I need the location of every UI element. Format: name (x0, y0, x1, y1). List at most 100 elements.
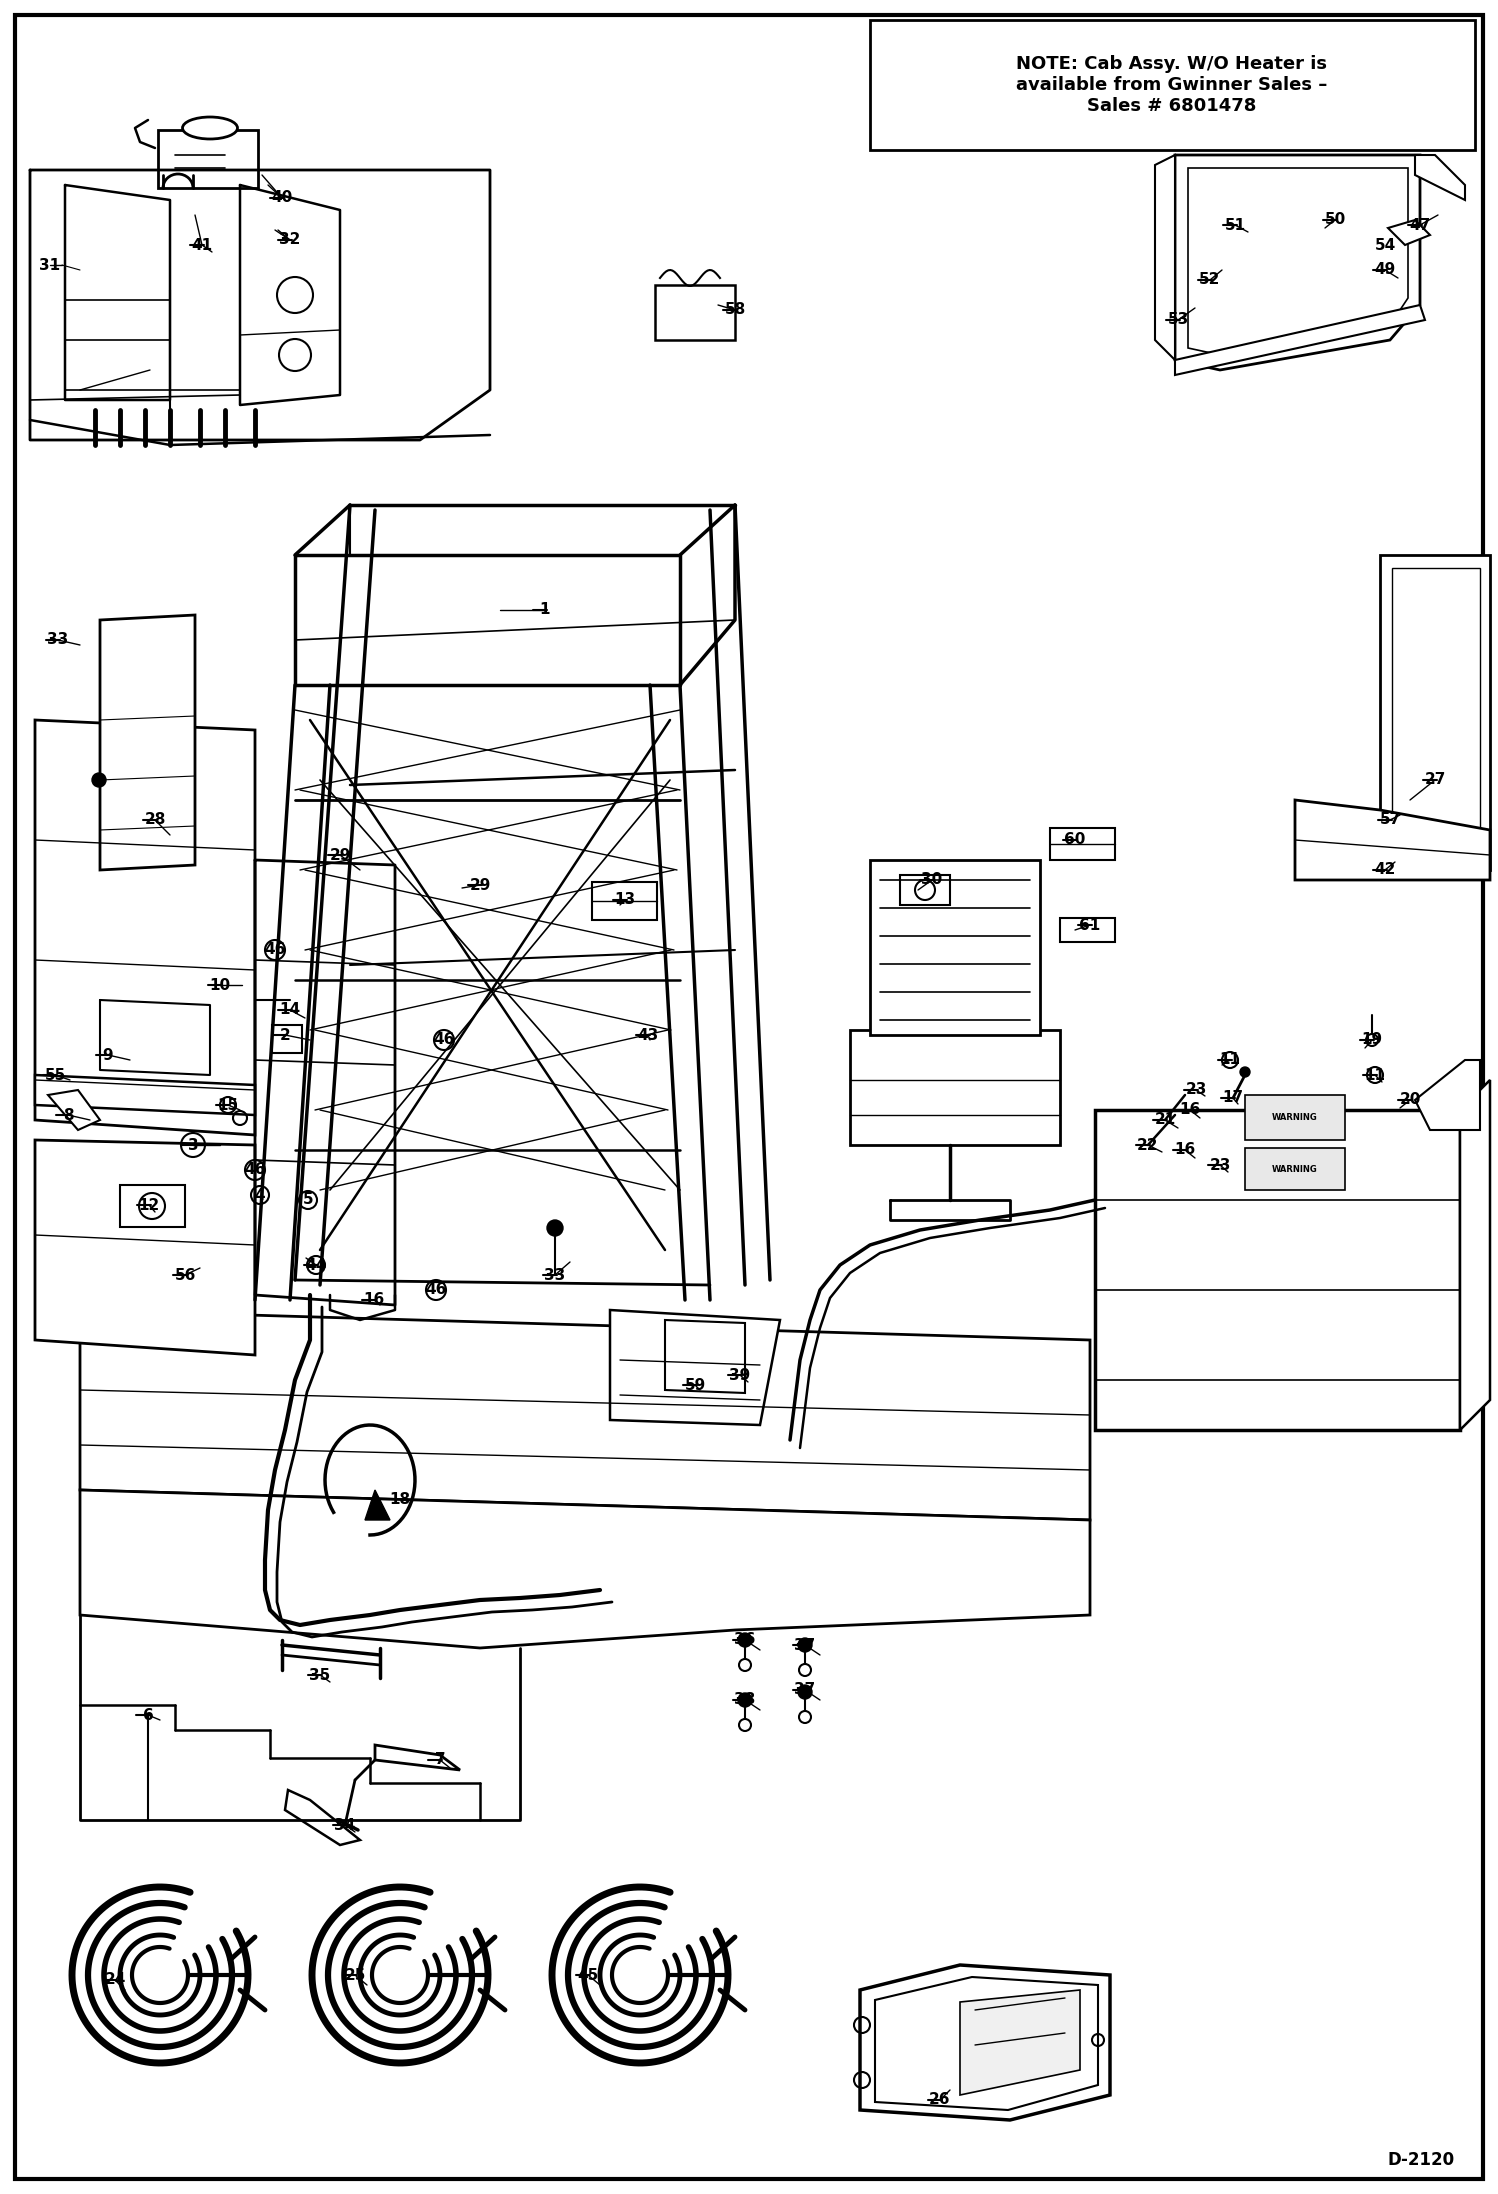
Text: 18: 18 (389, 1492, 410, 1507)
Text: 58: 58 (725, 303, 746, 318)
Bar (1392, 568, 1480, 858)
Text: 1: 1 (539, 603, 550, 617)
Circle shape (798, 1685, 812, 1698)
Text: 60: 60 (1064, 832, 1086, 847)
Circle shape (739, 1694, 752, 1707)
Polygon shape (1416, 1060, 1480, 1130)
Bar (157, 129, 258, 189)
Text: 23: 23 (1185, 1082, 1207, 1097)
Text: 36: 36 (734, 1632, 755, 1648)
Text: 25: 25 (345, 1968, 366, 1983)
Text: 14: 14 (280, 1003, 301, 1018)
Text: 9: 9 (103, 1047, 114, 1062)
Text: 34: 34 (334, 1817, 355, 1832)
Circle shape (547, 1220, 563, 1235)
Text: 17: 17 (1222, 1090, 1243, 1106)
Polygon shape (366, 1490, 389, 1520)
Bar (1050, 827, 1115, 860)
Polygon shape (100, 614, 195, 871)
Bar (273, 1025, 303, 1053)
Text: 42: 42 (1374, 862, 1396, 878)
Text: 33: 33 (48, 632, 69, 647)
Text: 21: 21 (1155, 1112, 1176, 1128)
Text: 16: 16 (364, 1292, 385, 1308)
Text: 23: 23 (1209, 1158, 1231, 1172)
Text: 11: 11 (1365, 1068, 1386, 1082)
Text: 26: 26 (929, 2093, 951, 2108)
Text: 49: 49 (1374, 263, 1396, 276)
Text: 7: 7 (434, 1753, 445, 1768)
Circle shape (1240, 1066, 1249, 1077)
Polygon shape (374, 1744, 460, 1771)
Polygon shape (1155, 156, 1174, 360)
Text: 46: 46 (433, 1033, 455, 1047)
Text: 13: 13 (614, 893, 635, 908)
Text: 40: 40 (271, 191, 292, 206)
Text: 29: 29 (469, 878, 491, 893)
Polygon shape (79, 1490, 1091, 1648)
Text: 61: 61 (1080, 917, 1101, 932)
Circle shape (739, 1632, 752, 1648)
Text: WARNING: WARNING (1272, 1165, 1318, 1174)
Polygon shape (870, 860, 1040, 1036)
Text: 43: 43 (637, 1027, 659, 1042)
Text: 55: 55 (45, 1068, 66, 1082)
Polygon shape (875, 1977, 1098, 2111)
Polygon shape (1095, 1110, 1461, 1430)
Bar (870, 20, 1476, 149)
Text: 20: 20 (1399, 1093, 1420, 1108)
Polygon shape (1389, 219, 1431, 246)
Polygon shape (860, 1966, 1110, 2119)
Text: 8: 8 (63, 1108, 73, 1123)
Polygon shape (1461, 1079, 1491, 1430)
Text: 30: 30 (921, 873, 942, 889)
Bar (1061, 917, 1115, 941)
Polygon shape (1174, 156, 1420, 371)
Polygon shape (285, 1790, 360, 1845)
Text: 19: 19 (1362, 1033, 1383, 1047)
Polygon shape (665, 1321, 745, 1393)
Text: 39: 39 (730, 1367, 750, 1382)
Text: 29: 29 (330, 847, 351, 862)
Polygon shape (1416, 156, 1465, 200)
Polygon shape (1188, 169, 1408, 355)
Text: 47: 47 (1410, 217, 1431, 233)
Text: 15: 15 (217, 1097, 238, 1112)
Polygon shape (34, 720, 255, 1134)
Bar (1245, 1095, 1345, 1141)
Text: 56: 56 (174, 1268, 196, 1283)
Text: 46: 46 (244, 1163, 265, 1178)
Text: 28: 28 (144, 812, 166, 827)
Polygon shape (1294, 801, 1491, 880)
Polygon shape (1380, 555, 1491, 871)
Polygon shape (610, 1310, 780, 1424)
Text: 57: 57 (1380, 812, 1401, 827)
Text: D-2120: D-2120 (1387, 2150, 1455, 2170)
Text: 45: 45 (577, 1968, 599, 1983)
Bar (592, 882, 658, 919)
Text: 53: 53 (1167, 312, 1188, 327)
Text: 51: 51 (1224, 217, 1245, 233)
Text: 38: 38 (734, 1692, 755, 1707)
Text: 31: 31 (39, 257, 60, 272)
Text: 37: 37 (794, 1637, 815, 1652)
Text: WARNING: WARNING (1272, 1112, 1318, 1121)
Text: 33: 33 (544, 1268, 566, 1283)
Circle shape (91, 772, 106, 788)
Bar (1245, 1147, 1345, 1189)
Polygon shape (1174, 305, 1425, 375)
Polygon shape (34, 1141, 255, 1356)
Text: 59: 59 (685, 1378, 706, 1393)
Circle shape (798, 1639, 812, 1652)
Text: 24: 24 (105, 1972, 126, 1988)
Text: 50: 50 (1324, 213, 1345, 228)
Ellipse shape (183, 116, 238, 138)
Text: 46: 46 (264, 943, 286, 957)
Polygon shape (48, 1090, 100, 1130)
Text: 5: 5 (303, 1194, 313, 1207)
Text: 11: 11 (1219, 1053, 1240, 1068)
Text: 10: 10 (210, 979, 231, 992)
Text: 37: 37 (794, 1683, 815, 1698)
Text: 35: 35 (310, 1667, 331, 1683)
Text: 22: 22 (1137, 1136, 1159, 1152)
